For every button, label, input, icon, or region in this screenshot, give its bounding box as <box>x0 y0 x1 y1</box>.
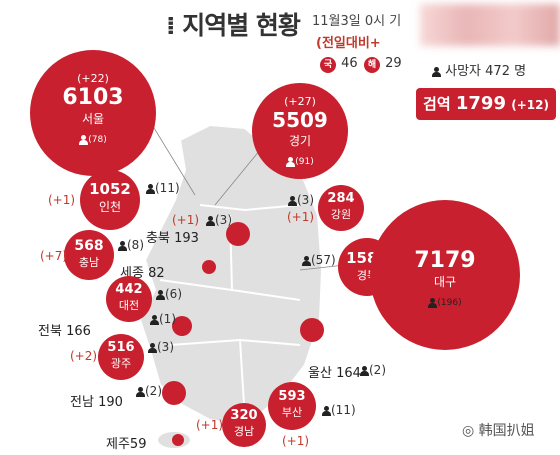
busan-change: (+1) <box>282 434 310 448</box>
jeonbuk-label: 전북 166 <box>38 324 91 339</box>
person-icon <box>286 156 296 167</box>
gyeongnam-change: (+1) <box>196 418 224 432</box>
daejeon-deaths: (6) <box>156 287 182 301</box>
region-daegu: 7179 대구 (196) <box>370 200 520 350</box>
watermark: ◎ 韩国扒姐 <box>462 423 535 439</box>
person-icon <box>428 297 438 308</box>
incheon-change: (+1) <box>48 193 76 207</box>
chungnam-change: (+7) <box>40 249 68 263</box>
gwangju-deaths: (3) <box>148 340 174 354</box>
gyeongbuk-deaths: (57) <box>302 253 336 267</box>
chungbuk-label: 충북 193 <box>146 231 199 246</box>
region-busan: 593 부산 <box>268 382 316 430</box>
region-seoul: (+22) 6103 서울 (78) <box>30 50 156 176</box>
chungbuk-change: (+1) <box>172 213 200 227</box>
chungnam-deaths: (8) <box>118 238 144 252</box>
jeonbuk-deaths: (1) <box>150 312 176 326</box>
page-title: ⁞ 지역별 현황 <box>166 11 301 40</box>
region-gyeonggi: (+27) 5509 경기 (91) <box>252 83 348 179</box>
ulsan-label: 울산 164 <box>308 366 361 381</box>
gwangju-change: (+2) <box>70 349 98 363</box>
region-chungnam: 568 충남 <box>64 230 114 280</box>
person-icon <box>432 66 441 77</box>
jeju-label: 제주59 <box>106 437 147 452</box>
province-borders <box>159 204 301 421</box>
jeonnam-label: 전남 190 <box>70 395 123 410</box>
region-gwangju: 516 광주 <box>98 334 144 380</box>
region-ulsan-dot <box>300 318 324 342</box>
region-sejong-dot <box>202 260 216 274</box>
busan-deaths: (11) <box>322 403 356 417</box>
region-incheon: 1052 인천 <box>80 170 140 230</box>
ulsan-deaths: (2) <box>360 363 386 377</box>
region-gyeongnam: 320 경남 <box>222 403 266 447</box>
region-jeonnam-dot <box>162 381 186 405</box>
person-icon <box>79 134 89 145</box>
region-chungbuk-dot <box>226 222 250 246</box>
region-jeonbuk-dot <box>172 316 192 336</box>
quarantine-badge: 검역 1799 (+12) <box>416 88 556 120</box>
gangwon-deaths: (3) <box>288 193 314 207</box>
chungbuk-deaths: (3) <box>206 213 232 227</box>
region-gangwon: 284 강원 <box>318 185 364 231</box>
region-daejeon: 442 대전 <box>106 276 152 322</box>
gangwon-change: (+1) <box>287 210 315 224</box>
deaths-total: 사망자 472 명 <box>432 60 526 79</box>
domestic-count: 국 46 <box>320 52 358 73</box>
blurred-total <box>420 4 560 46</box>
date-label: 11월3일 0시 기 <box>312 14 402 29</box>
previous-day-label: (전일대비+ <box>316 36 381 51</box>
incheon-deaths: (11) <box>146 181 180 195</box>
overseas-count: 해 29 <box>364 52 402 73</box>
region-jeju-dot <box>172 434 184 446</box>
jeonnam-deaths: (2) <box>136 384 162 398</box>
